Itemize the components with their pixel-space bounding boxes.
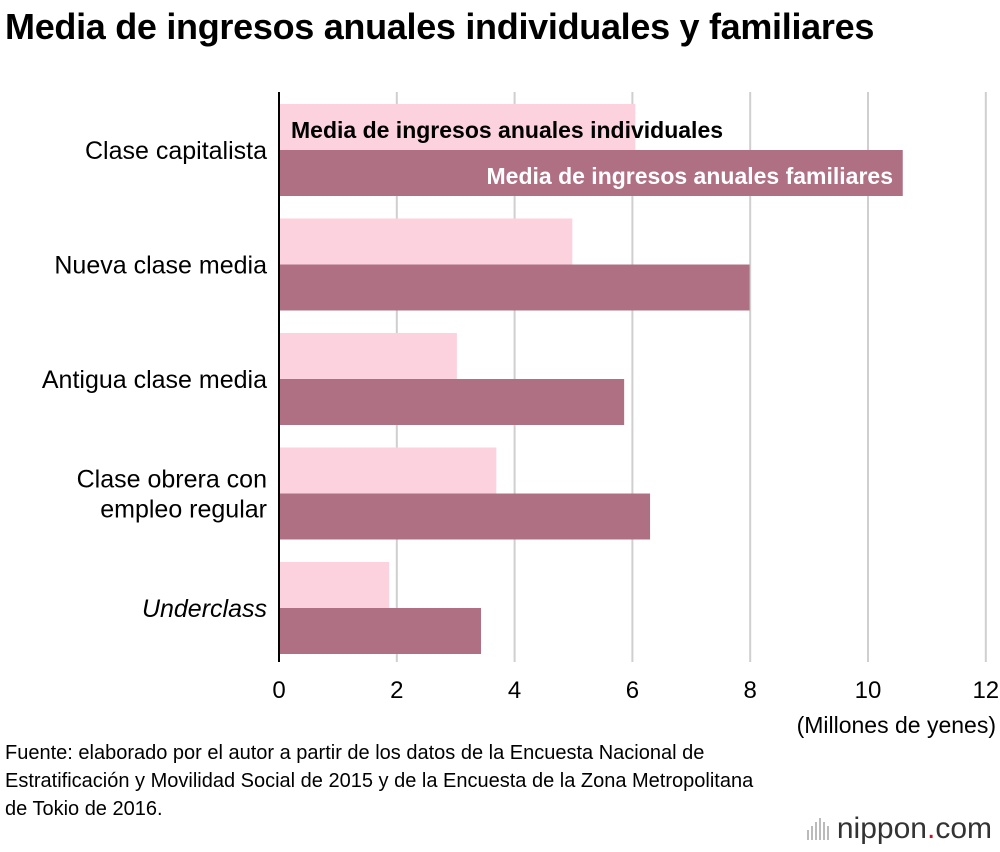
- bar-individual: [279, 333, 457, 379]
- logo-bars-icon: [806, 818, 829, 840]
- bar-family: [279, 493, 651, 540]
- x-tick-label: 2: [390, 677, 403, 704]
- bar-family: [279, 608, 482, 654]
- nippon-logo: nippon. com: [806, 812, 992, 846]
- x-tick-label: 10: [855, 677, 882, 704]
- bar-family: [279, 264, 750, 311]
- logo-suffix: com: [935, 812, 992, 845]
- chart-title: Media de ingresos anuales individuales y…: [5, 6, 875, 47]
- bar-individual: [279, 562, 390, 608]
- x-tick-label: 6: [626, 677, 639, 704]
- x-axis-unit-label: (Millones de yenes): [797, 712, 996, 738]
- bar-individual: [279, 104, 636, 150]
- legend-family-label: Media de ingresos anuales familiares: [487, 163, 894, 189]
- x-tick-label: 8: [744, 677, 757, 704]
- x-tick-label: 12: [972, 677, 999, 704]
- logo-dot: .: [926, 812, 936, 845]
- bar-chart: 0 2 4 6 8 10 12 Clase capitalista Nueva clase m…: [42, 92, 999, 738]
- legend-individual-label: Media de ingresos anuales individuales: [291, 117, 723, 143]
- bar-individual: [279, 218, 573, 265]
- category-label: Underclass: [142, 595, 267, 623]
- category-label: Clase obrera con empleo regular: [77, 466, 267, 524]
- category-label: Nueva clase media: [54, 252, 267, 280]
- source-note: Fuente: elaborado por el autor a partir …: [5, 742, 754, 820]
- category-label: Antigua clase media: [42, 366, 267, 394]
- category-label: Clase capitalista: [85, 137, 267, 165]
- x-tick-label: 0: [272, 677, 285, 704]
- logo-name: nippon: [836, 812, 927, 845]
- x-tick-label: 4: [508, 677, 521, 704]
- bar-family: [279, 150, 903, 196]
- bar-family: [279, 379, 625, 425]
- bar-individual: [279, 447, 497, 494]
